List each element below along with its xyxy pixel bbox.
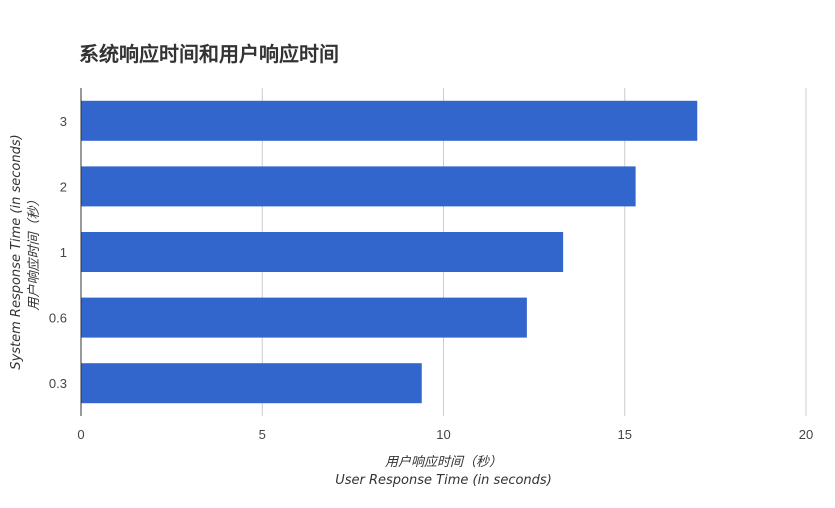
bar: [81, 166, 636, 207]
bar: [81, 100, 698, 141]
y-tick-label: 3: [60, 114, 67, 129]
x-axis-title-line1: 用户响应时间（秒）: [385, 454, 502, 470]
x-tick-label: 15: [618, 427, 632, 442]
y-axis-title-line2: 用户响应时间（秒）: [26, 193, 42, 310]
y-axis-title-line1: System Response Time (in seconds): [9, 134, 24, 369]
y-tick-label: 1: [60, 245, 67, 260]
bar: [81, 297, 527, 338]
x-tick-label: 5: [259, 427, 266, 442]
y-tick-label: 0.3: [49, 376, 67, 391]
bar: [81, 232, 564, 272]
x-tick-label: 0: [77, 427, 84, 442]
y-tick-label: 2: [60, 179, 67, 194]
x-axis-title-line2: User Response Time (in seconds): [335, 473, 552, 488]
chart-title: 系统响应时间和用户响应时间: [79, 42, 339, 66]
y-tick-label: 0.6: [49, 311, 67, 326]
bar: [81, 363, 422, 404]
x-tick-label: 20: [799, 427, 813, 442]
x-tick-label: 10: [436, 427, 450, 442]
